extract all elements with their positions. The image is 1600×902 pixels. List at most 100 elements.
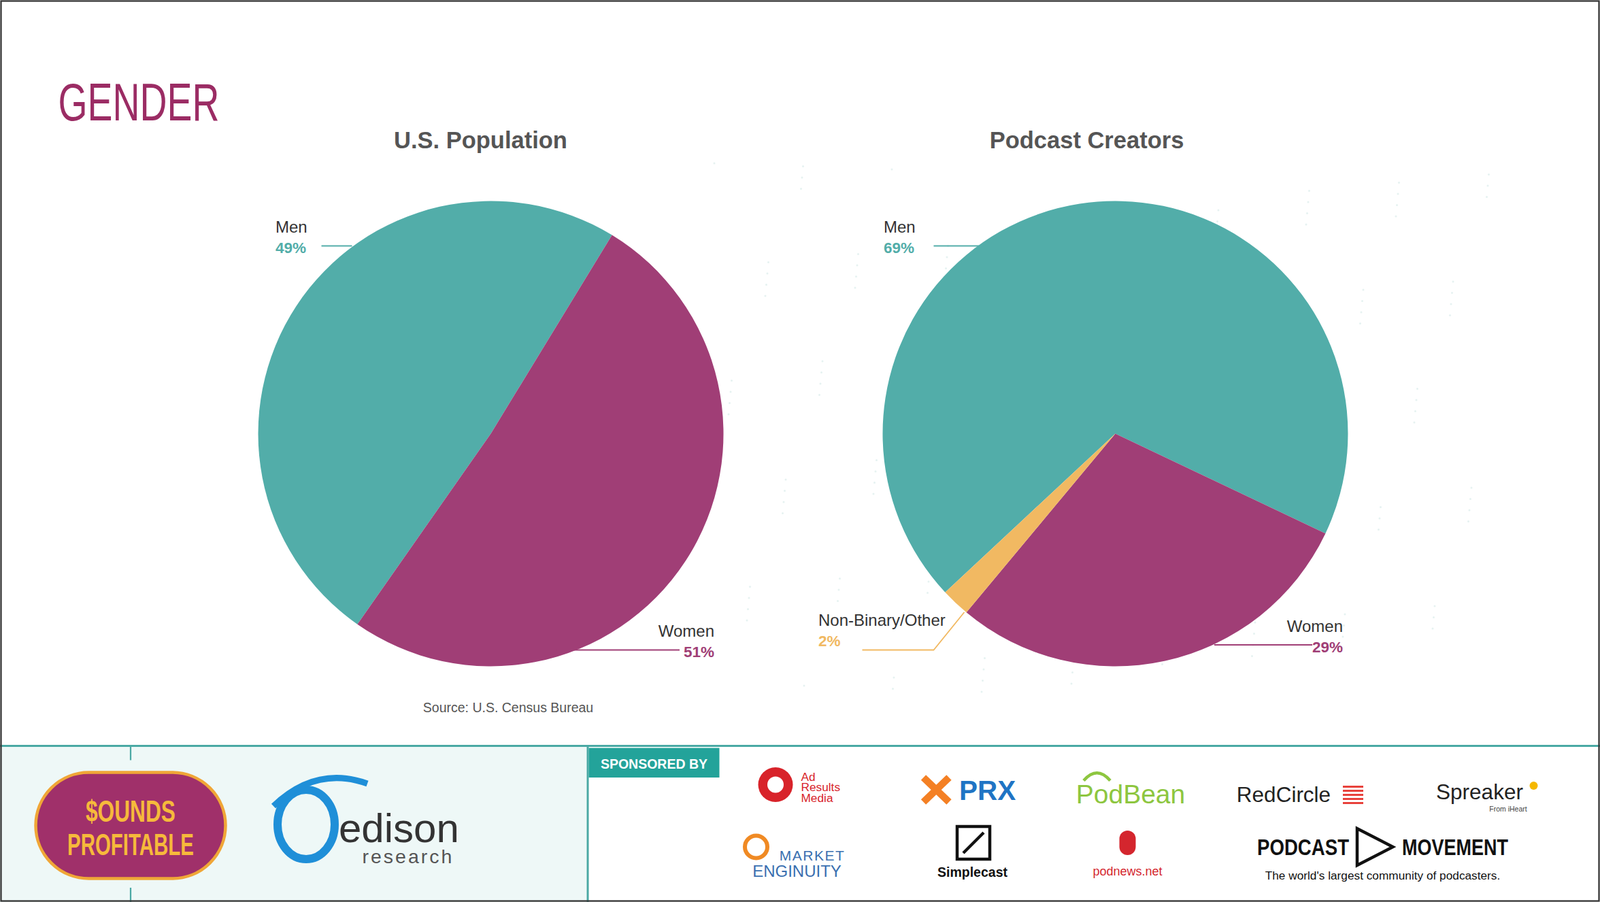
dot	[1395, 215, 1398, 218]
sponsor-icon	[744, 836, 768, 859]
dot	[746, 619, 749, 622]
sponsor-text: PodBean	[1076, 779, 1186, 809]
sponsor-icon	[1342, 802, 1364, 805]
dot	[1451, 291, 1454, 294]
dot	[800, 187, 803, 190]
sponsor-text: Simplecast	[937, 864, 1008, 880]
slice	[966, 434, 1326, 667]
sponsor-icon	[1529, 781, 1539, 790]
dot	[1342, 636, 1345, 639]
sponsor-icon	[1342, 789, 1364, 792]
sponsor-text: PRX	[959, 774, 1016, 807]
dot	[893, 676, 896, 679]
dot	[1305, 223, 1308, 226]
dot	[1306, 212, 1309, 215]
dot	[820, 371, 823, 374]
sponsor-tag-text: SPONSORED BY	[600, 756, 708, 772]
dot	[1452, 280, 1455, 283]
leader-line	[934, 245, 981, 247]
labels: Men69%Women29%Non-Binary/Other2%	[818, 217, 1343, 656]
dot	[1253, 632, 1256, 635]
dot	[783, 489, 786, 492]
dot	[1395, 204, 1398, 207]
dot	[1378, 517, 1381, 520]
dot	[1216, 220, 1219, 223]
sponsor-text: RedCircle	[1236, 782, 1331, 807]
dot	[891, 687, 894, 690]
sponsor-text: The world's largest community of podcast…	[1265, 868, 1501, 883]
pie-chart: U.S. PopulationMen49%Women51%Source: U.S…	[257, 127, 724, 716]
sponsor-icon	[1342, 797, 1364, 800]
leader-line	[556, 649, 681, 652]
sponsor-text: MOVEMENT	[1402, 834, 1509, 860]
labels: Men49%Women51%	[275, 217, 715, 661]
dot	[767, 261, 770, 264]
sponsor-icon	[758, 767, 794, 803]
dot	[1362, 289, 1365, 292]
data-label: 69%	[883, 239, 915, 257]
dot	[1469, 497, 1472, 500]
logo-text: edison	[338, 805, 460, 852]
page-border	[1, 1, 1600, 902]
sponsor-icon	[1119, 830, 1137, 856]
dot	[1434, 605, 1437, 608]
dot	[1397, 193, 1400, 196]
sponsor-text: MARKET	[779, 847, 846, 864]
dot	[1344, 613, 1347, 616]
dot	[1431, 627, 1435, 630]
slice-label: Women	[658, 621, 715, 641]
dot	[980, 691, 983, 694]
sponsor-tag	[589, 748, 720, 779]
dot	[1413, 421, 1416, 424]
dot	[1414, 410, 1417, 413]
slices	[257, 200, 724, 666]
dot	[983, 657, 986, 660]
logo-badge	[36, 772, 226, 879]
dot	[1450, 303, 1453, 306]
dot	[891, 168, 894, 171]
dot	[1397, 181, 1400, 184]
slice-label: Women	[1287, 617, 1343, 636]
logo-text: PROFITABLE	[67, 827, 194, 862]
heading: GENDER	[58, 72, 220, 132]
dot	[1254, 621, 1257, 624]
background	[0, 0, 1600, 902]
dot	[981, 679, 984, 682]
dot	[748, 597, 751, 600]
chart-title: Podcast Creators	[989, 127, 1185, 154]
dot	[1485, 195, 1488, 198]
dot	[1432, 616, 1435, 619]
dot	[1448, 314, 1452, 317]
dot	[875, 459, 878, 462]
dot	[728, 402, 731, 405]
logo-icon	[273, 778, 368, 807]
slice-label: Non-Binary/Other	[818, 610, 946, 630]
sponsor-icon	[957, 826, 990, 860]
data-label: 2%	[818, 632, 841, 650]
dot	[874, 470, 877, 473]
sponsor-text: Spreaker	[1436, 779, 1524, 805]
dot	[1467, 520, 1470, 523]
logo-text: research	[362, 845, 455, 868]
sponsor-icon	[1342, 793, 1364, 796]
dot	[1416, 387, 1419, 390]
dot	[748, 585, 752, 588]
dot	[1342, 624, 1345, 627]
source-note: Source: U.S. Census Bureau	[423, 700, 594, 715]
dot	[1361, 300, 1364, 303]
tick	[129, 887, 132, 902]
dot	[766, 272, 769, 275]
data-label: 51%	[683, 643, 715, 661]
slice-label: Men	[275, 217, 308, 237]
dot	[818, 393, 821, 396]
dot	[1468, 509, 1471, 512]
dot	[1487, 173, 1490, 176]
sponsor-icon	[767, 776, 784, 794]
dot	[1307, 201, 1310, 204]
dot	[873, 481, 876, 484]
footer: $OUNDSPROFITABLEedisonresearchSPONSORED …	[0, 746, 1600, 902]
pie-chart: Podcast CreatorsMen69%Women29%Non-Binary…	[818, 127, 1349, 667]
dot	[727, 413, 730, 416]
sponsor-icon	[923, 777, 950, 803]
dot	[1377, 528, 1380, 531]
